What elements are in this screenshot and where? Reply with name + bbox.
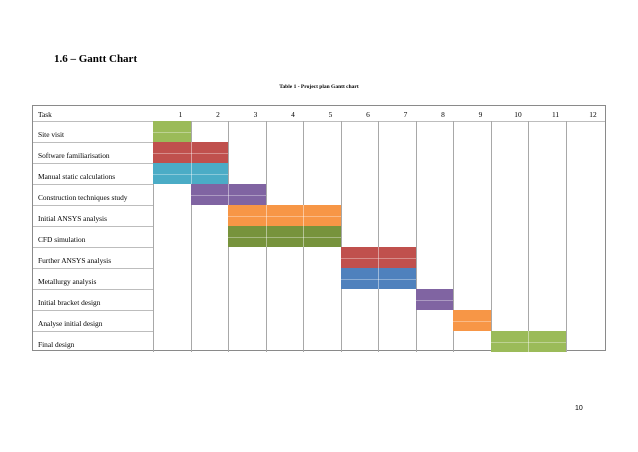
task-label: Initial bracket design <box>38 298 101 307</box>
task-bar <box>415 289 453 310</box>
task-bar <box>490 331 566 352</box>
column-divider <box>565 121 567 352</box>
period-label-8: 8 <box>441 110 445 119</box>
task-label: CFD simulation <box>38 235 86 244</box>
task-label: Manual static calculations <box>38 172 116 181</box>
column-divider <box>378 121 379 352</box>
page-number: 10 <box>575 405 583 412</box>
task-bar <box>228 226 341 247</box>
section-heading: 1.6 – Gantt Chart <box>54 53 138 65</box>
gantt-chart-table: Task 1 2 3 4 5 6 7 8 9 10 11 12 Site visit Software f… <box>32 105 606 352</box>
task-label: Final design <box>38 340 75 349</box>
period-label-6: 6 <box>366 110 370 119</box>
period-label-4: 4 <box>291 110 295 119</box>
task-bar <box>190 184 266 205</box>
period-label-3: 3 <box>253 110 258 119</box>
task-column-header: Task <box>38 110 52 119</box>
period-label-2: 2 <box>216 110 220 119</box>
row-divider <box>33 289 153 290</box>
period-label-12: 12 <box>589 110 597 119</box>
column-divider <box>490 121 492 352</box>
period-label-11: 11 <box>551 110 560 119</box>
task-bar <box>228 205 341 226</box>
row-divider <box>33 268 153 269</box>
task-bar <box>340 268 416 289</box>
period-label-5: 5 <box>328 110 333 119</box>
row-divider <box>33 226 153 227</box>
task-label: Initial ANSYS analysis <box>38 214 107 223</box>
column-divider <box>453 121 454 352</box>
row-divider <box>33 184 153 185</box>
column-divider <box>415 121 417 352</box>
period-label-10: 10 <box>514 110 522 119</box>
row-divider <box>33 310 153 311</box>
row-divider <box>33 331 153 332</box>
task-label: Software familiarisation <box>38 151 110 160</box>
column-divider <box>528 121 529 352</box>
column-divider <box>340 121 342 352</box>
period-label-9: 9 <box>478 110 483 119</box>
task-label: Metallurgy analysis <box>38 277 97 286</box>
column-divider <box>190 121 192 352</box>
task-label: Analyse initial design <box>38 319 103 328</box>
task-label: Site visit <box>38 130 65 139</box>
period-label-7: 7 <box>403 110 408 119</box>
task-label: Construction techniques study <box>38 193 128 202</box>
row-divider <box>33 163 153 164</box>
row-divider <box>33 247 153 248</box>
task-bar <box>153 142 228 163</box>
row-divider <box>33 142 153 143</box>
period-label-1: 1 <box>178 110 183 119</box>
table-caption: Table 1 - Project plan Gantt chart <box>279 84 359 90</box>
task-bar <box>340 247 416 268</box>
column-divider <box>153 121 154 352</box>
task-bar <box>453 310 491 331</box>
header-divider <box>33 121 605 122</box>
task-bar <box>153 163 228 184</box>
task-label: Further ANSYS analysis <box>38 256 112 265</box>
row-divider <box>33 205 153 206</box>
task-bar <box>153 121 191 142</box>
